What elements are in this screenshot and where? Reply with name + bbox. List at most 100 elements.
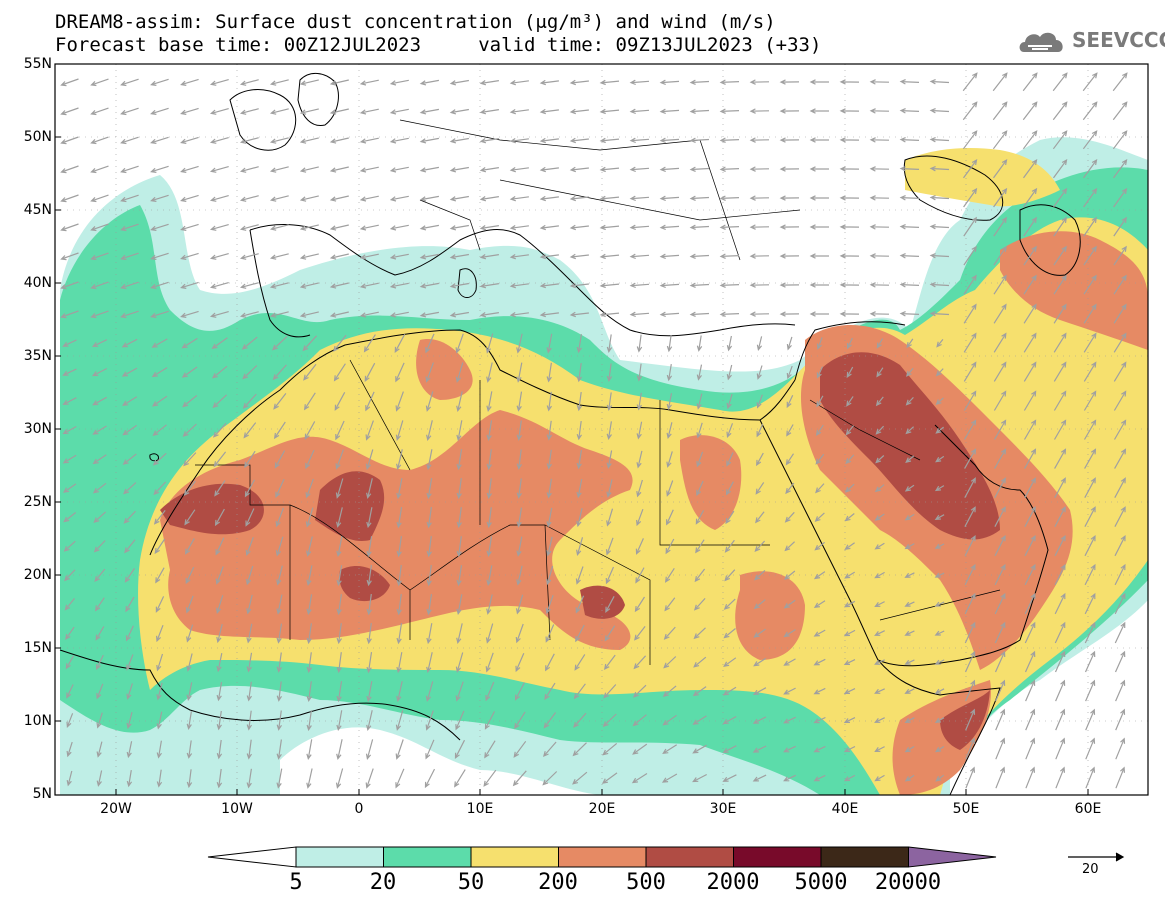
wind-arrow (633, 655, 647, 670)
wind-arrow (874, 630, 885, 636)
wind-arrow (1025, 679, 1036, 702)
wind-arrow (756, 336, 763, 351)
wind-arrow (214, 480, 226, 497)
wind-arrow (485, 681, 495, 702)
wind-arrow (1115, 766, 1125, 789)
wind-arrow (182, 395, 198, 408)
wind-arrow (276, 594, 283, 615)
wind-arrow (120, 252, 139, 261)
wind-arrow (929, 108, 950, 114)
lon-label-50e: 50E (952, 801, 980, 817)
wind-arrow (239, 195, 259, 202)
wind-arrow (719, 253, 740, 259)
wind-arrow (572, 771, 588, 785)
wind-arrow (1054, 592, 1066, 615)
wind-arrow (846, 396, 854, 407)
wind-arrow (1114, 506, 1126, 527)
wind-arrow (122, 424, 137, 436)
wind-arrow (239, 137, 259, 144)
wind-arrow (63, 512, 77, 523)
wind-arrow (666, 451, 673, 468)
wind-arrow (516, 478, 522, 499)
wind-arrow (509, 166, 529, 173)
wind-arrow (396, 623, 403, 645)
wind-arrow (62, 454, 77, 464)
wind-arrow (696, 422, 703, 439)
map-title-line1: DREAM8-assim: Surface dust concentration… (55, 11, 776, 33)
wind-reference-arrow (1068, 852, 1125, 862)
wind-arrow (155, 596, 165, 613)
wind-arrow (689, 282, 710, 288)
wind-arrow (843, 629, 856, 637)
wind-arrow (1082, 130, 1098, 150)
wind-arrow (993, 274, 1007, 295)
wind-arrow (334, 392, 346, 411)
wind-arrow (329, 108, 349, 115)
wind-arrow (964, 592, 976, 615)
wind-arrow (602, 713, 617, 727)
wind-arrow (60, 223, 79, 232)
wind-arrow (509, 79, 529, 86)
wind-arrow (156, 624, 164, 643)
wind-arrow (659, 224, 680, 231)
wind-arrow (606, 508, 614, 527)
wind-arrow (335, 768, 344, 789)
wind-arrow (479, 225, 499, 231)
wind-arrow (756, 394, 763, 409)
colorbar-label-5000: 5000 (794, 870, 848, 895)
wind-arrow (1083, 332, 1097, 353)
wind-arrow (151, 338, 168, 348)
wind-arrow (150, 78, 169, 86)
wind-arrow (569, 282, 589, 289)
wind-arrow (1113, 216, 1127, 237)
wind-arrow (816, 337, 823, 350)
wind-arrow (1024, 448, 1037, 469)
wind-arrow (426, 594, 433, 616)
wind-arrow (904, 513, 915, 521)
wind-arrow (336, 565, 343, 587)
wind-arrow (992, 101, 1008, 121)
wind-arrow (719, 282, 740, 288)
wind-arrow (449, 166, 469, 173)
wind-arrow (779, 253, 800, 259)
wind-arrow (1054, 477, 1066, 498)
wind-arrow (1114, 448, 1127, 469)
wind-arrow (276, 681, 283, 702)
wind-arrow (779, 166, 800, 172)
wind-arrow (152, 424, 167, 437)
wind-arrow (1115, 679, 1126, 702)
wind-arrow (992, 130, 1008, 150)
wind-arrow (1053, 245, 1067, 266)
wind-arrow (816, 366, 824, 379)
wind-arrow (904, 745, 915, 753)
wind-arrow (1024, 534, 1036, 557)
wind-arrow (365, 768, 374, 789)
wind-arrow (573, 683, 586, 700)
wind-arrow (424, 768, 436, 789)
wind-arrow (359, 79, 379, 86)
wind-arrow (569, 253, 589, 260)
wind-arrow (91, 339, 108, 347)
wind-arrow (336, 652, 342, 674)
wind-arrow (636, 479, 643, 498)
wind-arrow (544, 682, 556, 701)
wind-arrow (814, 541, 825, 551)
wind-arrow (305, 449, 315, 470)
wind-arrow (786, 336, 793, 351)
wind-arrow (754, 569, 766, 581)
wind-arrow (396, 594, 402, 616)
wind-arrow (302, 335, 318, 352)
wind-arrow (60, 194, 79, 203)
wind-arrow (419, 166, 440, 173)
wind-arrow (1053, 216, 1067, 237)
wind-arrow (479, 283, 499, 289)
wind-arrow (546, 565, 554, 586)
wind-arrow (606, 363, 613, 382)
wind-arrow (124, 539, 136, 554)
wind-arrow (363, 334, 376, 353)
wind-arrow (396, 449, 403, 471)
wind-arrow (389, 137, 409, 144)
colorbar-cell-7 (820, 846, 909, 868)
wind-arrow (213, 451, 227, 468)
wind-arrow (963, 216, 977, 237)
